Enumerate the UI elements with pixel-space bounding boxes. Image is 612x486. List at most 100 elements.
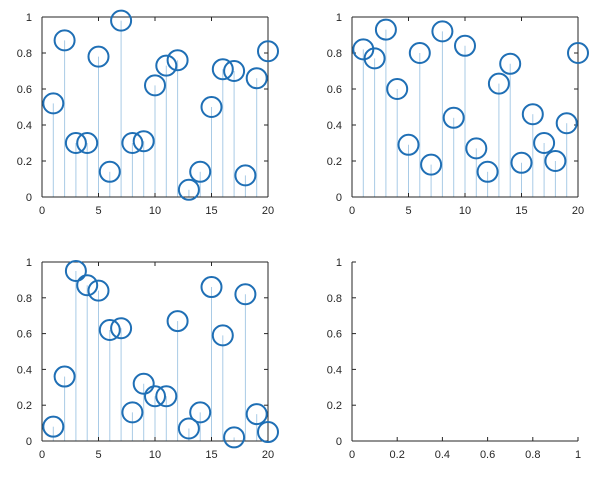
stem-marker (454, 34, 476, 57)
stem-marker (53, 29, 76, 52)
subplot-2: 0 5 10 15 20 0 0.2 0.4 0.6 0.8 1 (327, 12, 589, 217)
stem-marker (144, 385, 166, 408)
stem-marker (544, 150, 567, 172)
stem-marker (166, 49, 189, 72)
stem-marker (374, 18, 397, 41)
x-tick-label: 0 (39, 449, 45, 461)
stem-marker (521, 103, 544, 126)
x-tick-label: 0 (349, 449, 355, 461)
x-tick-label: 15 (515, 205, 527, 217)
subplot-4: 0 0.2 0.4 0.6 0.8 1 0 0.2 0.4 0.6 0.8 1 (327, 257, 581, 461)
stem-marker (76, 132, 99, 154)
stem-marker (177, 417, 200, 440)
y-tick-label: 0 (26, 436, 32, 448)
stem-marker (155, 54, 178, 77)
x-tick-label: 10 (149, 205, 161, 217)
y-tick-label: 1 (336, 12, 342, 24)
stem-marker (245, 67, 268, 90)
stem-marker (98, 319, 121, 342)
x-tick-label: 0.8 (525, 449, 540, 461)
x-tick-label: 0.6 (480, 449, 495, 461)
stem-marker (200, 276, 223, 299)
subplot-3: 0 5 10 15 20 0 0.2 0.4 0.6 0.8 1 (17, 257, 279, 461)
x-tick-label: 15 (205, 205, 217, 217)
stem-marker (533, 132, 556, 154)
y-tick-label: 0.8 (17, 48, 32, 60)
stem-marker (257, 40, 279, 63)
stem-marker (487, 72, 510, 95)
stem-marker (431, 20, 454, 43)
y-tick-label: 0.6 (327, 84, 342, 96)
y-tick-label: 0.4 (17, 120, 32, 132)
x-tick-label: 10 (459, 205, 471, 217)
x-tick-label: 0.2 (390, 449, 405, 461)
subplot-1: 0 5 10 15 20 0 0.2 0.4 0.6 0.8 1 (17, 9, 279, 217)
x-tick-label: 0 (349, 205, 355, 217)
y-tick-label: 0.2 (17, 156, 32, 168)
stem-marker (189, 401, 212, 424)
stem-marker (121, 132, 144, 154)
stem-marker (64, 259, 87, 282)
x-tick-label: 5 (405, 205, 411, 217)
stem-marker (510, 151, 533, 174)
stem-marker (53, 365, 76, 388)
stem-marker (234, 283, 257, 306)
y-tick-label: 0.8 (327, 48, 342, 60)
y-tick-label: 0 (26, 192, 32, 204)
x-tick-label: 10 (149, 449, 161, 461)
stem-marker (555, 112, 578, 135)
y-tick-label: 0.8 (17, 293, 32, 305)
stem-marker (166, 310, 189, 333)
x-tick-label: 5 (95, 449, 101, 461)
stem-marker (408, 42, 431, 64)
stem-marker (87, 279, 110, 302)
stem-marker (110, 9, 133, 32)
stem-marker (121, 401, 144, 424)
stem-marker (245, 403, 268, 426)
stem-marker (144, 74, 166, 97)
stem-marker (132, 372, 155, 395)
stem-marker (465, 137, 488, 160)
stem-marker (420, 153, 443, 176)
y-tick-label: 0.8 (327, 293, 342, 305)
stem-marker (189, 160, 212, 183)
stem-marker (177, 178, 200, 201)
stem-marker (110, 317, 133, 340)
stem-marker (98, 160, 121, 183)
y-tick-label: 0.4 (17, 364, 32, 376)
y-tick-label: 0.4 (327, 364, 342, 376)
y-tick-label: 0.2 (327, 400, 342, 412)
x-tick-label: 20 (262, 449, 274, 461)
stem-marker (155, 385, 178, 408)
stem-marker (567, 42, 589, 64)
y-tick-label: 0.6 (17, 84, 32, 96)
stem-marker (363, 47, 386, 70)
x-tick-label: 0 (39, 205, 45, 217)
x-tick-label: 20 (572, 205, 584, 217)
stem-marker (397, 133, 420, 156)
stem-marker (476, 160, 499, 183)
stem-marker (442, 106, 465, 129)
stem-marker (42, 415, 65, 438)
stem-marker (64, 132, 87, 154)
stem-marker (223, 60, 246, 82)
y-tick-label: 0.6 (327, 329, 342, 341)
stem-marker (499, 52, 522, 75)
x-tick-label: 1 (575, 449, 581, 461)
y-tick-label: 1 (26, 12, 32, 24)
y-tick-label: 0.6 (17, 329, 32, 341)
y-tick-label: 0.4 (327, 120, 342, 132)
x-tick-label: 0.4 (435, 449, 450, 461)
stem-marker (132, 130, 155, 153)
stem-marker (223, 426, 246, 449)
x-tick-label: 5 (95, 205, 101, 217)
x-tick-label: 20 (262, 205, 274, 217)
y-tick-label: 0.2 (327, 156, 342, 168)
y-tick-label: 1 (336, 257, 342, 269)
y-tick-label: 0 (336, 192, 342, 204)
stem-marker (386, 78, 409, 100)
x-tick-label: 15 (205, 449, 217, 461)
stem-marker (234, 164, 257, 187)
y-tick-label: 0 (336, 436, 342, 448)
